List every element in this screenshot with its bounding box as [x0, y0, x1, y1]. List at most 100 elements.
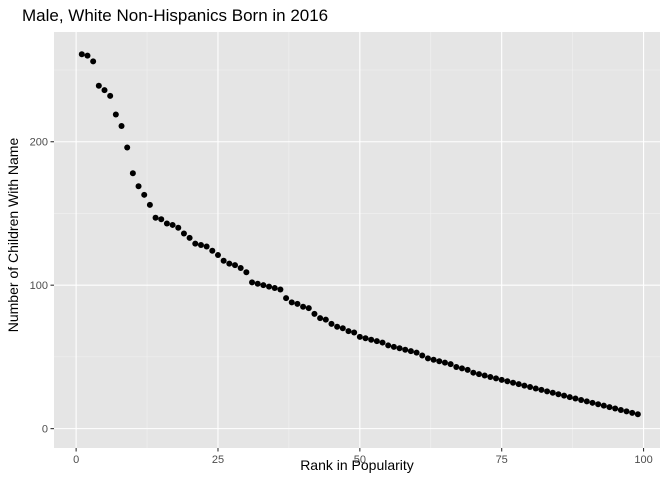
data-point: [135, 183, 142, 190]
data-point: [226, 260, 233, 267]
data-point: [617, 406, 624, 413]
data-point: [441, 359, 448, 366]
data-point: [84, 52, 91, 59]
data-point: [209, 247, 216, 254]
data-point: [334, 323, 341, 330]
data-point: [277, 286, 284, 293]
data-point: [78, 51, 85, 58]
data-point: [629, 409, 636, 416]
data-point: [163, 220, 170, 227]
data-point: [362, 335, 369, 342]
data-point: [90, 58, 97, 65]
x-axis: 0 25 50 75 100: [73, 448, 653, 466]
x-tick-label: 50: [354, 454, 366, 466]
data-point: [107, 92, 114, 99]
data-point: [118, 122, 125, 129]
data-point: [634, 411, 641, 418]
data-point: [572, 395, 579, 402]
data-point: [515, 381, 522, 388]
y-axis-label: Number of Children With Name: [5, 138, 21, 333]
data-point: [305, 305, 312, 312]
y-tick-label: 200: [30, 137, 48, 149]
data-point: [152, 214, 159, 221]
data-point: [493, 375, 500, 382]
data-point: [413, 349, 420, 356]
data-point: [249, 279, 256, 286]
data-point: [402, 346, 409, 353]
x-axis-label: Rank in Popularity: [300, 457, 414, 473]
data-point: [487, 373, 494, 380]
data-point: [186, 234, 193, 241]
data-point: [254, 280, 261, 287]
data-point: [379, 339, 386, 346]
data-point: [373, 338, 380, 345]
data-point: [203, 243, 210, 250]
x-tick-label: 75: [496, 454, 508, 466]
x-tick-label: 25: [212, 454, 224, 466]
data-point: [197, 242, 204, 249]
data-point: [430, 356, 437, 363]
data-point: [95, 82, 102, 89]
data-point: [237, 264, 244, 271]
data-point: [521, 382, 528, 389]
data-point: [561, 392, 568, 399]
chart-title: Male, White Non-Hispanics Born in 2016: [22, 6, 328, 25]
data-point: [294, 300, 301, 307]
data-point: [129, 170, 136, 177]
data-point: [538, 386, 545, 393]
data-point: [271, 285, 278, 292]
data-point: [288, 299, 295, 306]
data-point: [600, 402, 607, 409]
data-points: [78, 51, 641, 418]
data-point: [606, 404, 613, 411]
data-point: [583, 398, 590, 405]
data-point: [339, 325, 346, 332]
x-tick-label: 100: [634, 454, 652, 466]
y-tick-label: 100: [30, 280, 48, 292]
plot-panel: [54, 32, 660, 448]
data-point: [260, 282, 267, 289]
data-point: [436, 358, 443, 365]
data-point: [453, 363, 460, 370]
data-point: [158, 216, 165, 223]
data-point: [407, 348, 414, 355]
data-point: [243, 269, 250, 276]
data-point: [623, 408, 630, 415]
data-point: [498, 376, 505, 383]
data-point: [300, 303, 307, 310]
data-point: [447, 361, 454, 368]
data-point: [283, 295, 290, 302]
data-point: [266, 283, 273, 290]
data-point: [396, 345, 403, 352]
data-point: [578, 396, 585, 403]
data-point: [141, 191, 148, 198]
data-point: [504, 378, 511, 385]
data-point: [322, 316, 329, 323]
data-point: [510, 379, 517, 386]
data-point: [356, 333, 363, 340]
data-point: [424, 355, 431, 362]
data-point: [595, 401, 602, 408]
data-point: [390, 343, 397, 350]
data-point: [146, 201, 153, 208]
data-point: [532, 385, 539, 392]
data-point: [124, 144, 131, 151]
data-point: [458, 365, 465, 372]
data-point: [112, 111, 119, 118]
data-point: [232, 262, 239, 269]
data-point: [549, 389, 556, 396]
data-point: [180, 230, 187, 237]
data-point: [555, 391, 562, 398]
data-point: [385, 342, 392, 349]
data-point: [464, 366, 471, 373]
data-point: [527, 384, 534, 391]
data-point: [317, 315, 324, 322]
data-point: [475, 371, 482, 378]
data-point: [566, 394, 573, 401]
data-point: [544, 388, 551, 395]
data-point: [470, 369, 477, 376]
data-point: [169, 221, 176, 228]
data-point: [214, 252, 221, 259]
data-point: [345, 328, 352, 335]
